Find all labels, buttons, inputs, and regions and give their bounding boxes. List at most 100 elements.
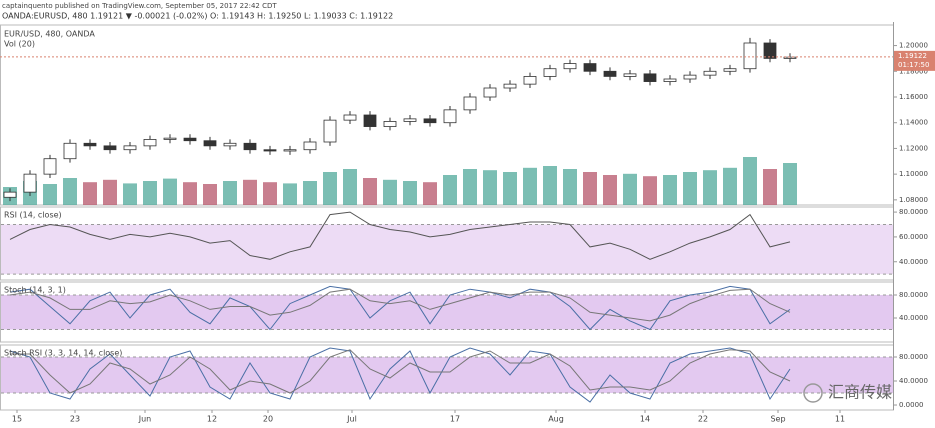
y-tick-label: 1.08000 xyxy=(899,196,928,204)
x-tick-label: 14 xyxy=(640,415,650,424)
candle-body xyxy=(463,96,477,111)
volume-bar xyxy=(43,184,57,205)
volume-bar xyxy=(623,173,637,205)
watermark-icon xyxy=(803,383,823,403)
volume-bar xyxy=(243,179,257,205)
volume-bar xyxy=(263,182,277,205)
candle-body xyxy=(763,42,777,59)
candle-body xyxy=(383,121,397,127)
candle-body xyxy=(583,63,597,72)
volume-bar xyxy=(83,182,97,205)
volume-bar xyxy=(503,172,517,205)
y-tick-label: 1.14000 xyxy=(899,119,928,127)
volume-bar xyxy=(323,172,337,205)
candle-body xyxy=(323,119,337,143)
candle-body xyxy=(123,145,137,151)
candle-body xyxy=(483,87,497,98)
indicator-line xyxy=(10,349,791,394)
x-tick-label: 23 xyxy=(70,415,80,424)
x-tick-label: Jun xyxy=(138,415,152,424)
candle-body xyxy=(623,73,637,77)
candle-body xyxy=(363,114,377,127)
volume-bar xyxy=(403,181,417,205)
candle-body xyxy=(303,141,317,151)
watermark: 汇商传媒 xyxy=(828,383,892,402)
candle-body xyxy=(443,109,457,124)
x-tick-label: 15 xyxy=(12,415,22,424)
candle-body xyxy=(83,142,97,147)
volume-bar xyxy=(683,172,697,205)
volume-bar xyxy=(563,169,577,205)
indicator-line xyxy=(9,285,791,331)
volume-bar xyxy=(343,169,357,205)
candle-body xyxy=(283,149,297,152)
y-tick-label: 1.12000 xyxy=(899,144,928,152)
volume-bar xyxy=(463,169,477,205)
volume-bar xyxy=(523,167,537,205)
y-tick-label: 0.0000 xyxy=(899,401,924,409)
pane-title: Stoch RSI (3, 3, 14, 14, close) xyxy=(4,349,122,358)
indicator-line xyxy=(9,347,791,403)
x-tick-label: 22 xyxy=(698,415,708,424)
volume-bar xyxy=(123,183,137,205)
volume-bar xyxy=(543,166,557,205)
candle-body xyxy=(243,142,257,151)
candle-body xyxy=(523,76,537,85)
volume-bar xyxy=(423,182,437,205)
volume-bar xyxy=(483,170,497,205)
y-tick-label: 1.16000 xyxy=(899,93,928,101)
volume-bar xyxy=(223,181,237,205)
volume-bar xyxy=(643,176,657,205)
x-tick-label: Sep xyxy=(770,415,785,424)
volume-bar xyxy=(63,178,77,205)
header-line1: captainquento published on TradingView.c… xyxy=(2,2,277,10)
pane-title: RSI (14, close) xyxy=(4,211,62,220)
candle-body xyxy=(263,149,277,152)
volume-bar xyxy=(783,163,797,205)
candle-body xyxy=(203,140,217,147)
candle-body xyxy=(503,83,517,89)
volume-bar xyxy=(163,178,177,205)
y-tick-label: 1.10000 xyxy=(899,170,928,178)
volume-bar xyxy=(383,179,397,205)
candle-body xyxy=(563,63,577,70)
y-tick-label: 60.0000 xyxy=(899,233,928,241)
volume-bar xyxy=(103,179,117,205)
band xyxy=(1,224,893,275)
candle-body xyxy=(403,118,417,122)
y-tick-label: 1.20000 xyxy=(899,42,928,50)
pane-title: Stoch (14, 3, 1) xyxy=(4,286,66,295)
price-tag xyxy=(894,50,935,71)
x-tick-label: 12 xyxy=(207,415,217,424)
candle-body xyxy=(543,68,557,77)
pane-title: EUR/USD, 480, OANDA xyxy=(4,30,95,39)
candle-body xyxy=(143,139,157,147)
y-tick-label: 40.0000 xyxy=(899,258,928,266)
volume-bar xyxy=(663,175,677,205)
candle-body xyxy=(103,145,117,151)
candle-body xyxy=(43,158,57,175)
candle-body xyxy=(343,114,357,121)
volume-bar xyxy=(183,182,197,205)
volume-bar xyxy=(363,178,377,205)
band xyxy=(1,295,893,330)
x-tick-label: Jul xyxy=(346,415,357,424)
volume-bar xyxy=(143,181,157,205)
candle-body xyxy=(3,191,17,198)
volume-bar xyxy=(203,184,217,205)
x-tick-label: 20 xyxy=(263,415,273,424)
volume-bar xyxy=(443,175,457,205)
candle-body xyxy=(603,70,617,77)
candle-body xyxy=(683,74,697,80)
candle-body xyxy=(643,73,657,82)
y-tick-label: 40.0000 xyxy=(899,377,928,385)
volume-bar xyxy=(723,167,737,205)
candle-body xyxy=(63,142,77,160)
volume-bar xyxy=(303,181,317,205)
volume-bar xyxy=(583,172,597,205)
candle-body xyxy=(163,137,177,140)
volume-bar xyxy=(283,183,297,205)
x-tick-label: Aug xyxy=(548,415,564,424)
